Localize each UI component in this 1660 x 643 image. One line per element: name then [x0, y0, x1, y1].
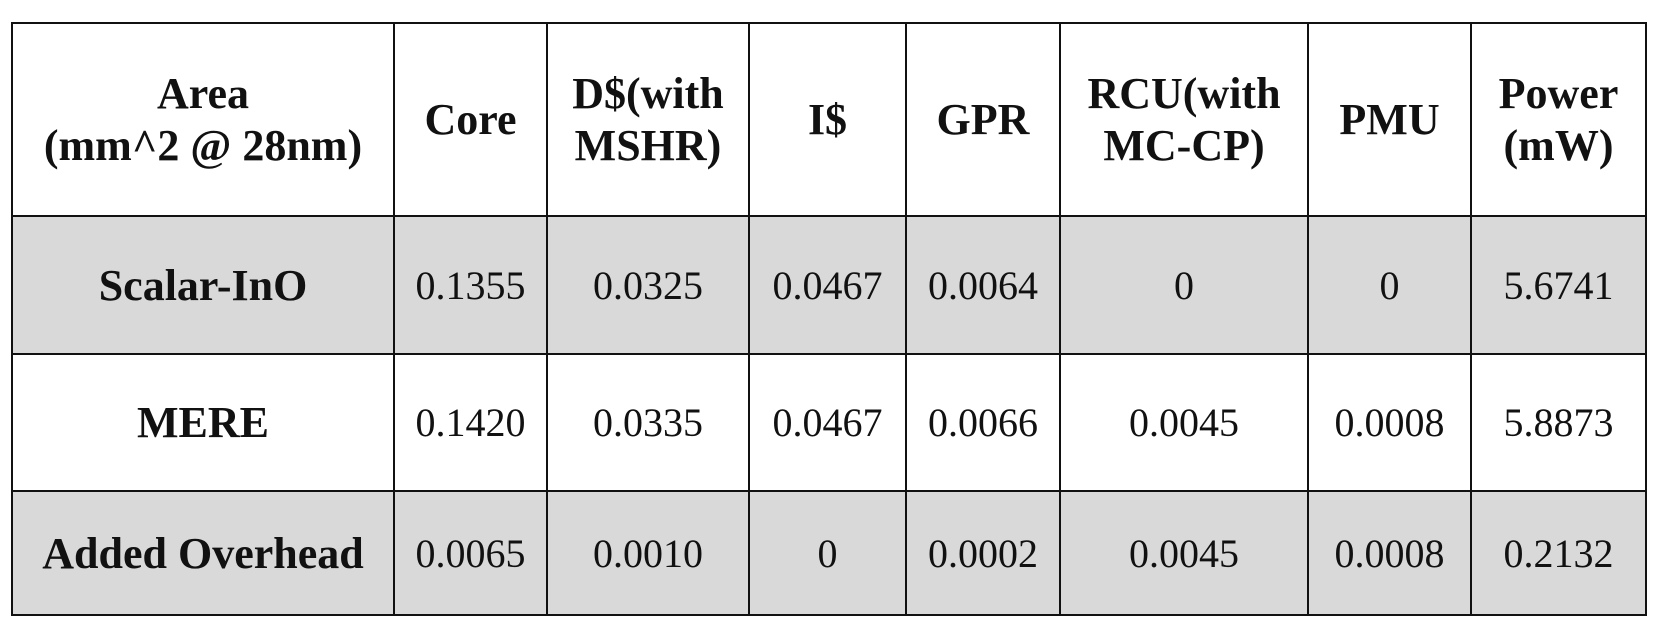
table-row: Scalar-InO 0.1355 0.0325 0.0467 0.0064 0 0 5.67… — [11, 215, 1647, 355]
table-cell: 0.0064 — [905, 215, 1061, 355]
header-text: (mm^2 @ 28nm) — [43, 120, 363, 170]
table-cell: 0.0010 — [546, 490, 750, 616]
header-text: (mW) — [1503, 120, 1614, 170]
table-cell: 0.0467 — [748, 353, 907, 492]
header-text: GPR — [936, 94, 1030, 144]
row-label: MERE — [11, 353, 395, 492]
table-cell: 0.0008 — [1307, 490, 1472, 616]
table-cell: 0.0065 — [393, 490, 548, 616]
header-cell: Core — [393, 22, 548, 217]
header-text: Core — [424, 94, 517, 144]
header-cell: D$(with MSHR) — [546, 22, 750, 217]
header-cell: RCU(with MC-CP) — [1059, 22, 1309, 217]
table-cell: 0.0325 — [546, 215, 750, 355]
row-label: Added Overhead — [11, 490, 395, 616]
table-cell: 0.1355 — [393, 215, 548, 355]
table-cell: 5.6741 — [1470, 215, 1647, 355]
header-cell: PMU — [1307, 22, 1472, 217]
table-cell: 0.0045 — [1059, 353, 1309, 492]
table-body: Scalar-InO 0.1355 0.0325 0.0467 0.0064 0 0 5.67… — [11, 215, 1647, 616]
header-cell: I$ — [748, 22, 907, 217]
table-cell: 0.0008 — [1307, 353, 1472, 492]
table-cell: 0.0002 — [905, 490, 1061, 616]
area-power-table: Area (mm^2 @ 28nm) Core D$(with MSHR) I$ GPR RC… — [11, 22, 1647, 616]
table-cell: 0 — [1059, 215, 1309, 355]
table-cell: 0.0335 — [546, 353, 750, 492]
header-cell: Power (mW) — [1470, 22, 1647, 217]
header-text: MSHR) — [574, 120, 722, 170]
header-text: Power — [1498, 68, 1619, 118]
table-cell: 0 — [1307, 215, 1472, 355]
table-row: MERE 0.1420 0.0335 0.0467 0.0066 0.0045 0.0008… — [11, 353, 1647, 492]
header-text: MC-CP) — [1103, 120, 1265, 170]
table-cell: 0.2132 — [1470, 490, 1647, 616]
table-cell: 0.0467 — [748, 215, 907, 355]
table-row: Added Overhead 0.0065 0.0010 0 0.0002 0.0045 0… — [11, 490, 1647, 616]
header-text: PMU — [1339, 94, 1440, 144]
header-text: Area — [156, 68, 250, 118]
header-cell: Area (mm^2 @ 28nm) — [11, 22, 395, 217]
header-row: Area (mm^2 @ 28nm) Core D$(with MSHR) I$ GPR RC… — [11, 22, 1647, 217]
table-cell: 0 — [748, 490, 907, 616]
table-cell: 0.0045 — [1059, 490, 1309, 616]
table-cell: 0.1420 — [393, 353, 548, 492]
row-label: Scalar-InO — [11, 215, 395, 355]
table-cell: 5.8873 — [1470, 353, 1647, 492]
header-text: I$ — [807, 94, 848, 144]
header-text: RCU(with — [1087, 68, 1281, 118]
header-cell: GPR — [905, 22, 1061, 217]
table-cell: 0.0066 — [905, 353, 1061, 492]
header-text: D$(with — [572, 68, 724, 118]
